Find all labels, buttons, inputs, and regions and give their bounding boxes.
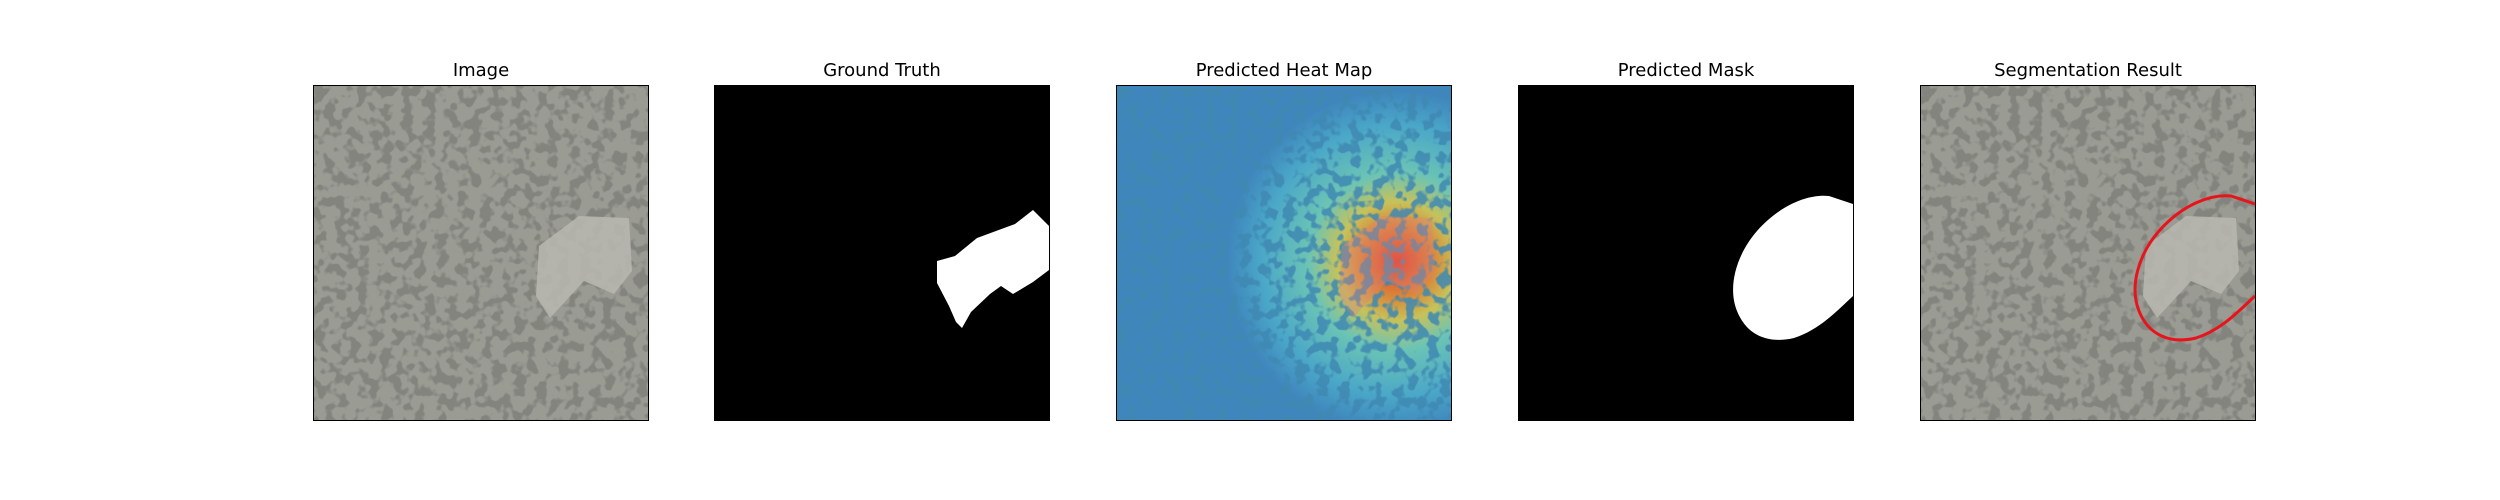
predicted-region [1733, 195, 1853, 340]
panel-image: Image [313, 0, 649, 500]
tampered-region [2143, 216, 2239, 318]
panel-title: Segmentation Result [1994, 60, 2182, 81]
predicted-mask [1518, 85, 1854, 421]
panel-title: Predicted Mask [1617, 60, 1755, 81]
segmentation-contour [2133, 194, 2255, 342]
ground-truth-region [937, 210, 1049, 328]
ground-truth-mask [714, 85, 1050, 421]
segmentation-image [1920, 85, 2256, 421]
panel-title: Image [452, 60, 510, 81]
texture-image [314, 86, 648, 420]
panel-heatmap: Predicted Heat Map [1116, 0, 1452, 500]
tampered-region [1339, 216, 1435, 318]
panel-title: Ground Truth [823, 60, 941, 81]
heatmap-image [1116, 85, 1452, 421]
panel-segmentation-result: Segmentation Result [1920, 0, 2256, 500]
input-image [313, 85, 649, 421]
panel-title: Predicted Heat Map [1195, 60, 1373, 81]
panel-predicted-mask: Predicted Mask [1518, 0, 1854, 500]
panel-ground-truth: Ground Truth [714, 0, 1050, 500]
tampered-region [536, 216, 632, 318]
